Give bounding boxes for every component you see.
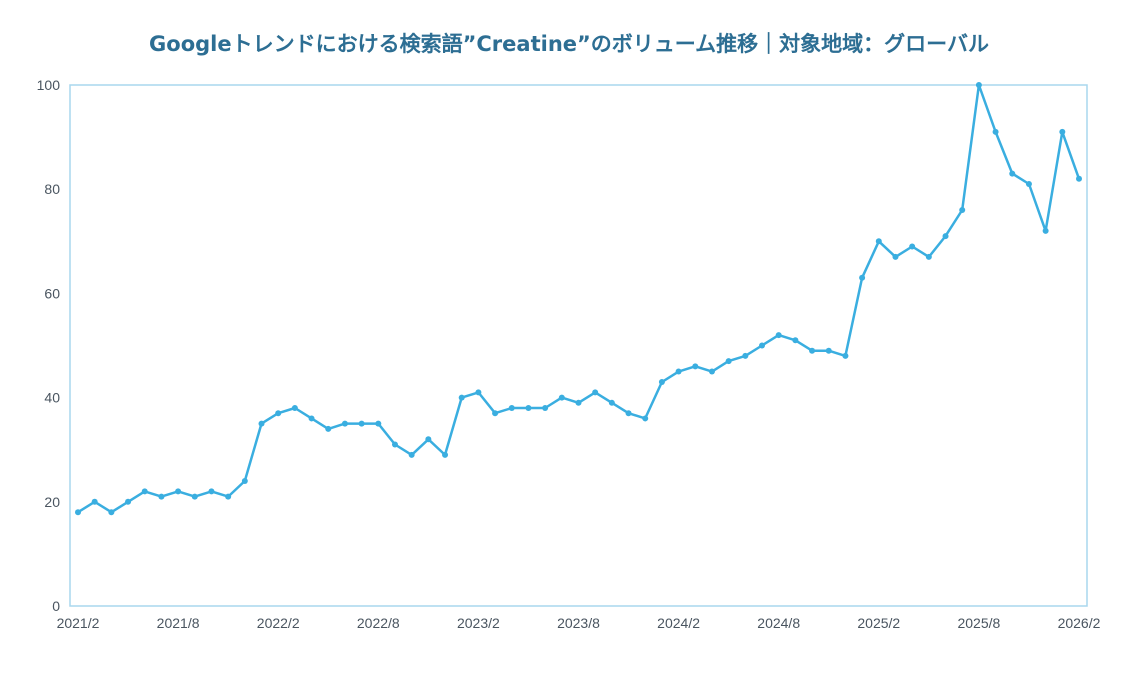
data-point <box>1042 227 1049 234</box>
data-point <box>658 378 665 385</box>
data-point <box>725 358 732 365</box>
data-point <box>959 207 966 214</box>
data-point <box>625 410 632 417</box>
data-point <box>191 493 198 500</box>
data-point <box>291 405 298 412</box>
data-point <box>391 441 398 448</box>
data-point <box>508 405 515 412</box>
series-layer <box>75 82 1082 516</box>
data-point <box>158 493 165 500</box>
data-point <box>692 363 699 370</box>
series-line <box>77 83 1081 514</box>
data-point <box>225 493 232 500</box>
chart-title: Googleトレンドにおける検索語”Creatine”のボリューム推移｜対象地域… <box>149 32 989 56</box>
data-point <box>308 415 315 422</box>
y-tick-label: 80 <box>44 181 60 197</box>
y-tick-label: 100 <box>37 77 61 93</box>
data-point <box>592 389 599 396</box>
data-point <box>575 399 582 406</box>
y-tick-label: 40 <box>44 390 60 406</box>
data-point <box>425 436 432 443</box>
x-tick-label: 2024/8 <box>757 615 800 631</box>
data-point <box>341 420 348 427</box>
x-tick-label: 2021/8 <box>157 615 200 631</box>
x-tick-label: 2025/8 <box>957 615 1000 631</box>
x-tick-label: 2023/2 <box>457 615 500 631</box>
data-point <box>175 488 182 495</box>
data-point <box>375 420 382 427</box>
x-tick-label: 2021/2 <box>57 615 100 631</box>
data-point <box>892 253 899 260</box>
data-point <box>875 238 882 245</box>
data-point <box>558 394 565 401</box>
data-point <box>475 389 482 396</box>
data-point <box>1009 170 1016 177</box>
data-point <box>925 253 932 260</box>
x-tick-label: 2024/2 <box>657 615 700 631</box>
data-point <box>1076 175 1082 182</box>
data-point <box>1025 180 1032 187</box>
x-tick-label: 2025/2 <box>857 615 900 631</box>
data-point <box>759 342 766 349</box>
data-point <box>642 415 649 422</box>
y-tick-label: 20 <box>44 494 60 510</box>
data-point <box>942 233 949 240</box>
data-point <box>108 509 115 516</box>
data-point <box>1059 128 1066 135</box>
x-tick-label: 2023/8 <box>557 615 600 631</box>
y-tick-label: 60 <box>44 285 60 301</box>
x-tick-label: 2022/2 <box>257 615 300 631</box>
data-point <box>325 425 332 432</box>
y-tick-label: 0 <box>52 598 60 614</box>
data-point <box>542 405 549 412</box>
data-point <box>408 451 415 458</box>
plot-frame <box>69 84 1088 607</box>
data-point <box>91 498 98 505</box>
data-point <box>708 368 715 375</box>
data-point <box>258 420 265 427</box>
data-point <box>525 405 532 412</box>
data-point <box>608 399 615 406</box>
data-point <box>75 509 81 516</box>
data-point <box>275 410 282 417</box>
data-point <box>825 347 832 354</box>
data-point <box>675 368 682 375</box>
data-point <box>208 488 215 495</box>
data-point <box>975 82 982 88</box>
data-point <box>992 128 999 135</box>
data-point <box>842 352 849 359</box>
data-point <box>859 274 866 281</box>
data-point <box>492 410 499 417</box>
data-point <box>141 488 148 495</box>
data-point <box>358 420 365 427</box>
data-point <box>442 451 449 458</box>
y-axis: 0 20 40 60 80 100 <box>37 77 61 614</box>
data-point <box>125 498 132 505</box>
x-tick-label: 2026/2 <box>1058 615 1101 631</box>
data-point <box>458 394 465 401</box>
data-point <box>909 243 916 250</box>
x-tick-label: 2022/8 <box>357 615 400 631</box>
x-axis: 2021/2 2021/8 2022/2 2022/8 2023/2 2023/8 2024… <box>57 615 1101 631</box>
data-point <box>792 337 799 344</box>
data-point <box>775 332 782 339</box>
data-point <box>241 477 248 484</box>
data-point <box>742 352 749 359</box>
data-point <box>809 347 816 354</box>
